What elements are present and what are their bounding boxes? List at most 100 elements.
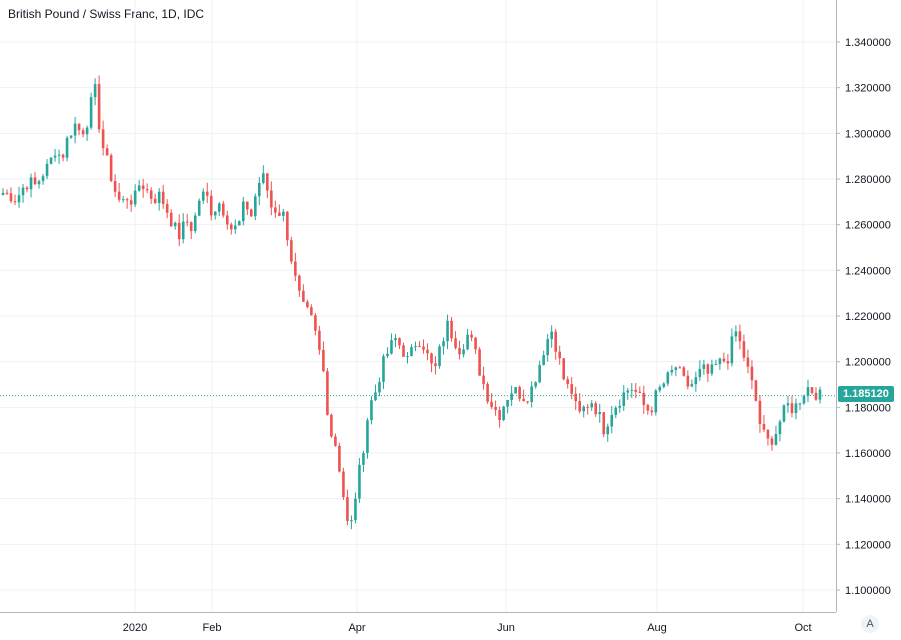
candle-body (586, 406, 590, 408)
candle-body (177, 222, 181, 240)
candle-body (618, 405, 622, 408)
candle-body (233, 225, 237, 230)
auto-scale-button[interactable]: A (861, 615, 879, 633)
candle-body (314, 315, 317, 331)
candle-body (153, 198, 157, 203)
candle-body (217, 203, 221, 212)
candle-body (294, 261, 297, 276)
candle-body (538, 365, 541, 383)
candle-body (466, 334, 469, 350)
candle-body (774, 434, 778, 445)
candle-body (402, 345, 405, 357)
candle-body (442, 341, 445, 347)
candle-body (750, 366, 754, 381)
candle-body (406, 356, 409, 358)
candle-body (197, 200, 201, 216)
candle-body (430, 353, 433, 364)
candle-body (61, 154, 65, 158)
candle-body (205, 191, 209, 196)
candle-body (137, 185, 141, 191)
candle-body (666, 372, 670, 384)
candle-body (185, 221, 189, 223)
candle-body (582, 406, 586, 412)
candle-body (241, 201, 245, 222)
candle-body (718, 358, 722, 365)
candle-body (109, 155, 113, 181)
candle-body (710, 364, 714, 374)
candle-body (602, 412, 606, 435)
x-tick-label: Feb (203, 622, 222, 634)
candle-body (101, 129, 105, 149)
candle-body (354, 498, 357, 521)
candle-body (378, 381, 381, 393)
candle-body (786, 403, 790, 406)
candle-body (814, 392, 818, 400)
candle-body (762, 423, 766, 430)
chart-title: British Pound / Swiss Franc, 1D, IDC (8, 7, 205, 21)
candle-body (434, 363, 437, 367)
candle-body (49, 157, 53, 164)
candle-body (606, 426, 610, 435)
candle-body (266, 173, 269, 191)
candle-body (494, 406, 497, 411)
candle-body (450, 320, 453, 339)
candle-body (698, 368, 702, 378)
candle-body (201, 191, 205, 201)
candle-body (105, 148, 109, 156)
candle-body (726, 361, 730, 364)
candle-body (714, 364, 718, 366)
candle-body (25, 187, 29, 190)
candle-body (189, 222, 193, 232)
candle-body (245, 201, 249, 210)
candle-body (738, 331, 742, 342)
candle-body (173, 222, 177, 227)
candle-body (77, 123, 81, 131)
candle-body (69, 135, 73, 138)
candle-body (678, 367, 682, 369)
candle-body (566, 379, 569, 384)
candle-body (758, 400, 762, 424)
candle-body (181, 221, 185, 240)
candle-body (13, 201, 17, 203)
candle-body (706, 364, 710, 374)
candle-body (262, 173, 265, 183)
y-tick-label: 1.240000 (845, 265, 891, 277)
y-tick-label: 1.260000 (845, 220, 891, 232)
candle-body (534, 382, 537, 387)
y-tick-label: 1.120000 (845, 539, 891, 551)
candle-body (642, 392, 646, 405)
candle-body (298, 275, 301, 291)
candle-body (498, 410, 501, 421)
candle-body (410, 347, 413, 357)
candle-body (398, 338, 401, 346)
candle-body (29, 177, 33, 190)
candle-body (474, 337, 477, 350)
candle-body (330, 414, 333, 437)
candle-body (650, 410, 654, 413)
candle-body (97, 84, 101, 130)
candle-body (57, 154, 61, 156)
candle-body (658, 386, 662, 391)
y-tick-label: 1.200000 (845, 357, 891, 369)
candle-body (702, 364, 706, 369)
y-tick-label: 1.180000 (845, 402, 891, 414)
y-tick-label: 1.100000 (845, 585, 891, 597)
candle-body (670, 369, 674, 373)
candle-body (486, 384, 489, 402)
candle-body (5, 192, 9, 194)
candle-body (506, 400, 509, 407)
candle-body (734, 331, 738, 337)
candle-body (65, 137, 69, 158)
x-tick-label: 2020 (123, 622, 147, 634)
candle-body (161, 191, 165, 204)
candle-body (258, 182, 261, 197)
candle-body (145, 189, 149, 191)
candle-body (554, 331, 557, 352)
candle-body (694, 377, 698, 385)
y-tick-label: 1.140000 (845, 494, 891, 506)
candle-body (290, 240, 293, 262)
candle-body (770, 438, 774, 445)
candle-body (41, 176, 45, 182)
candle-body (121, 199, 125, 201)
